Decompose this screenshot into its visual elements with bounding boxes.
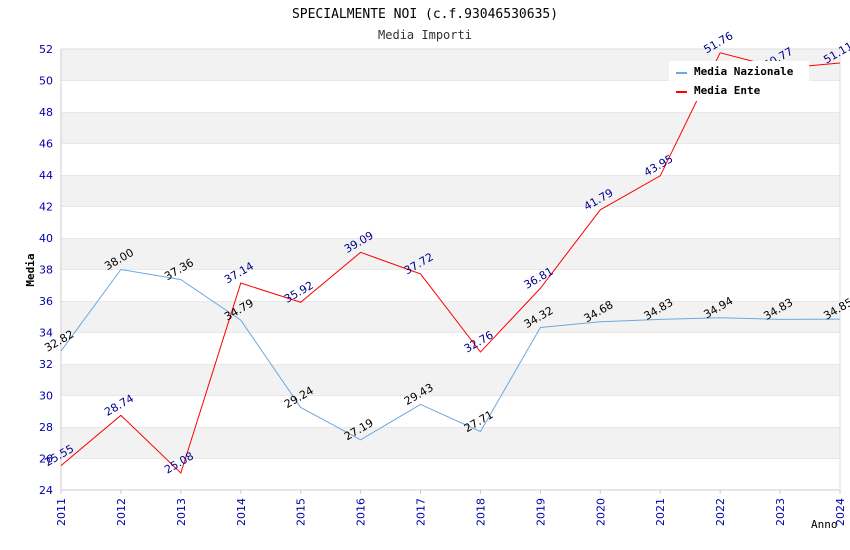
- legend: Media Nazionale Media Ente: [669, 61, 809, 101]
- grid-band: [61, 143, 840, 175]
- legend-label-media-ente: Media Ente: [694, 84, 761, 97]
- x-tick-label: 2014: [235, 498, 248, 526]
- legend-label-media-nazionale: Media Nazionale: [694, 65, 794, 78]
- y-tick-label: 32: [39, 358, 53, 371]
- y-tick-label: 30: [39, 390, 53, 403]
- grid-band: [61, 206, 840, 238]
- y-tick-label: 38: [39, 264, 53, 277]
- x-tick-label: 2018: [474, 498, 487, 526]
- y-tick-label: 48: [39, 106, 53, 119]
- y-tick-label: 36: [39, 295, 53, 308]
- grid-band: [61, 112, 840, 144]
- y-tick-label: 34: [39, 327, 53, 340]
- axes: [60, 49, 841, 491]
- y-tick-label: 40: [39, 232, 53, 245]
- y-tick-label: 52: [39, 43, 53, 56]
- x-axis-label: Anno: [811, 518, 838, 531]
- y-tick-label: 46: [39, 138, 53, 151]
- grid-band: [61, 238, 840, 270]
- y-tick-label: 28: [39, 421, 53, 434]
- x-tick-label: 2013: [175, 498, 188, 526]
- series-line-media-nazionale: [60, 268, 841, 441]
- y-tick-label: 42: [39, 201, 53, 214]
- x-tick-label: 2011: [55, 498, 68, 526]
- y-tick-label: 50: [39, 75, 53, 88]
- y-axis-label: Media: [24, 253, 37, 286]
- x-tick-label: 2023: [774, 498, 787, 526]
- x-tick-label: 2016: [355, 498, 368, 526]
- grid-band: [61, 427, 840, 459]
- x-tick-label: 2020: [594, 498, 607, 526]
- x-tick-label: 2019: [534, 498, 547, 526]
- y-tick-label: 24: [39, 484, 53, 497]
- x-tick-label: 2024: [834, 498, 847, 526]
- grid-band: [61, 269, 840, 301]
- chart-subtitle: Media Importi: [378, 28, 472, 42]
- grid-band: [61, 364, 840, 396]
- x-tick-labels: 2011 2012 2013 2014 2015 2016 2017 2018 2019 2020…: [55, 490, 847, 526]
- chart-title: SPECIALMENTE NOI (c.f.93046530635): [292, 7, 558, 22]
- y-tick-labels: 24 26 28 30 32 34 36 38 40 42 44 46 48 50 52: [39, 43, 53, 497]
- y-tick-label: 26: [39, 453, 53, 466]
- x-tick-label: 2012: [115, 498, 128, 526]
- grid-band: [61, 175, 840, 207]
- grid-band: [61, 301, 840, 333]
- grid-band: [61, 458, 840, 490]
- grid-band: [61, 395, 840, 427]
- grid-band: [61, 332, 840, 364]
- x-tick-label: 2015: [295, 498, 308, 526]
- legend-box: [669, 61, 809, 101]
- y-tick-label: 44: [39, 169, 53, 182]
- x-tick-label: 2021: [654, 498, 667, 526]
- x-tick-label: 2022: [714, 498, 727, 526]
- x-tick-label: 2017: [415, 498, 428, 526]
